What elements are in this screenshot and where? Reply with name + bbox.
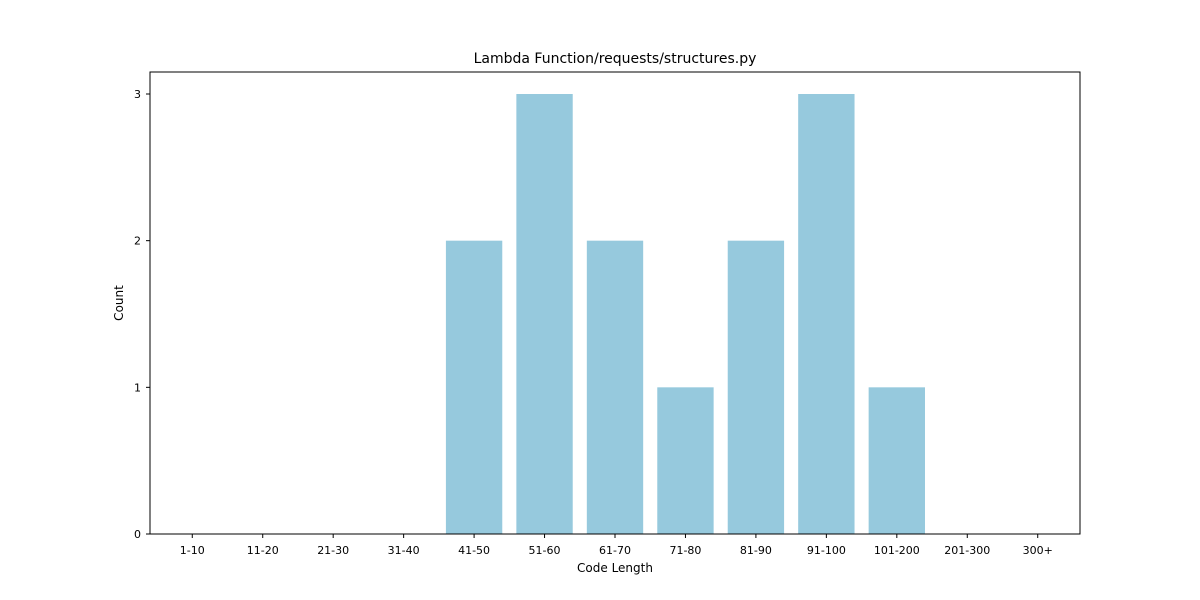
bar-51-60 (516, 94, 573, 534)
x-tick-label: 41-50 (458, 544, 490, 557)
y-axis: 0 1 2 3 (134, 88, 150, 541)
bar-61-70 (586, 240, 644, 535)
x-tick-label: 31-40 (388, 544, 420, 557)
bar-41-50 (445, 240, 503, 535)
x-axis-label: Code Length (577, 561, 653, 575)
y-tick-label: 0 (134, 528, 141, 541)
x-tick-label: 91-100 (807, 544, 846, 557)
x-axis: 1-10 11-20 21-30 31-40 41-50 51-60 61-70 71-80 8… (180, 534, 1053, 557)
bar-81-90 (727, 240, 785, 535)
y-tick-label: 2 (134, 235, 141, 248)
bar-91-100 (798, 94, 855, 534)
y-axis-label: Count (112, 285, 126, 321)
chart-title: Lambda Function/requests/structures.py (474, 51, 757, 67)
x-tick-label: 300+ (1023, 544, 1053, 557)
x-tick-label: 11-20 (247, 544, 279, 557)
x-tick-label: 71-80 (669, 544, 701, 557)
y-tick-label: 3 (134, 88, 141, 101)
bar-101-200 (868, 387, 925, 534)
x-tick-label: 201-300 (944, 544, 990, 557)
bar-71-80 (657, 387, 714, 534)
x-tick-label: 81-90 (740, 544, 772, 557)
x-tick-label: 21-30 (317, 544, 349, 557)
x-tick-label: 61-70 (599, 544, 631, 557)
x-tick-label: 1-10 (180, 544, 205, 557)
y-tick-label: 1 (134, 381, 141, 394)
x-tick-label: 51-60 (529, 544, 561, 557)
x-tick-label: 101-200 (874, 544, 920, 557)
bars-group (445, 94, 925, 535)
